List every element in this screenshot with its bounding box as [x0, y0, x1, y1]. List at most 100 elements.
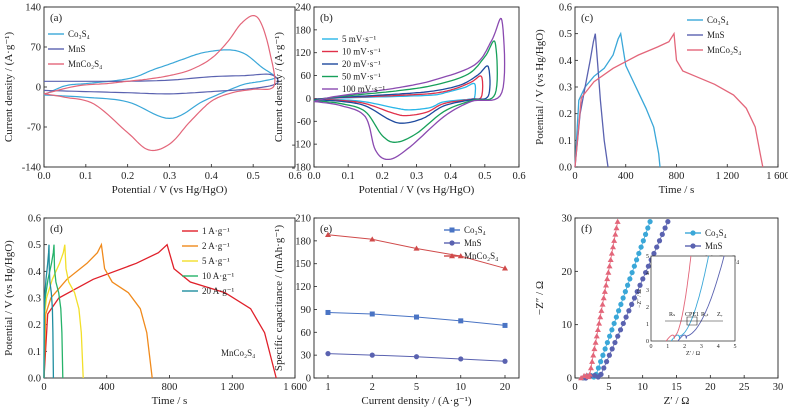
x-tick-label: 800: [669, 171, 685, 182]
legend-entry: Co₃S₄: [705, 228, 727, 238]
data-point: [612, 339, 618, 346]
panel-letter: (f): [581, 223, 592, 235]
inset-x-label: Z′ / Ω: [686, 351, 701, 357]
x-tick-label: 0.4: [205, 171, 219, 182]
data-point: [640, 238, 646, 244]
y-tick-label: -70: [27, 123, 41, 134]
y-axis-label: Potential / V (vs Hg/HgO): [534, 29, 546, 145]
panel-letter: (e): [320, 223, 333, 235]
panel-letter: (d): [50, 223, 63, 235]
y-tick-label: 60: [301, 328, 312, 339]
y-tick-label: -120: [292, 140, 311, 151]
y-tick-label: 0.4: [559, 56, 573, 67]
x-tick-label: 1 600: [766, 171, 788, 182]
panel-f: 0510152025300102030Co₃S₄MnSMnCo₂S₄012345…: [534, 214, 783, 408]
x-tick-label: 5: [414, 382, 419, 393]
x-tick-label: 0: [41, 382, 46, 393]
data-point: [458, 356, 464, 362]
y-tick-label: 0.4: [28, 267, 42, 278]
data-point: [502, 322, 508, 328]
y-tick-label: 0: [306, 374, 311, 385]
data-point: [587, 365, 594, 371]
data-point: [610, 244, 617, 250]
data-point: [620, 320, 626, 327]
data-point: [369, 352, 375, 358]
data-point: [656, 238, 663, 244]
legend-entry: MnCo₂S₄: [464, 251, 498, 261]
x-tick-label: 30: [773, 382, 784, 393]
data-point: [592, 339, 599, 345]
x-axis-label: Time / s: [659, 184, 695, 196]
data-point: [659, 231, 665, 237]
panel-e: 1 2 5 10 20 0 30 60 90 120 150 180 210 Co₃S₄ MnS MnCo₂S…: [273, 214, 520, 407]
data-point: [413, 354, 420, 360]
data-point: [457, 253, 464, 259]
circuit-label: Rₒₜ: [701, 312, 709, 318]
x-tick-label: 0.3: [410, 171, 423, 182]
data-point: [591, 345, 598, 352]
data-point: [615, 333, 621, 339]
y-tick-label: 240: [295, 3, 311, 14]
inset-x-tick-label: 3: [700, 344, 703, 350]
x-tick-label: 0.0: [307, 171, 320, 182]
x-tick-label: 1: [325, 382, 330, 393]
legend-entry: 1 A·g⁻¹: [202, 226, 230, 236]
y-tick-label: 10: [562, 320, 573, 331]
data-point: [586, 371, 593, 377]
legend-marker: [690, 243, 696, 249]
data-point: [605, 269, 612, 275]
circuit-sketch: [665, 316, 723, 326]
series-line: [43, 244, 55, 379]
x-tick-label: 10: [456, 382, 467, 393]
inset-y-tick-label: 3: [646, 288, 649, 294]
data-point: [612, 231, 619, 237]
data-point: [600, 352, 606, 358]
inset-x-tick-label: 0: [650, 344, 653, 350]
legend-entry: Co₃S₄: [707, 15, 729, 25]
legend-marker: [690, 230, 696, 236]
circuit-label: Zᵥ: [717, 312, 723, 318]
x-tick-label: 0: [572, 171, 577, 182]
x-tick-label: 5: [606, 382, 611, 393]
x-tick-label: 1 200: [220, 382, 244, 393]
data-point: [603, 282, 610, 288]
data-point: [502, 265, 508, 271]
x-axis-label: Z′ / Ω: [664, 395, 690, 407]
legend-entry: 20 A·g⁻¹: [202, 286, 235, 296]
panel-a: 0.0 0.1 0.2 0.3 0.4 0.5 0.6 -140 -70 0 70 140 Co₃S₄ M…: [3, 3, 302, 197]
panel-c: 0 400 800 1 200 1 600 0.0 0.1 0.2 0.3 0.4 0.5 0.6 Co…: [534, 3, 788, 197]
legend-entry: Co₃S₄: [464, 225, 486, 235]
inset-frame: [650, 255, 736, 342]
x-tick-label: 1 600: [283, 382, 307, 393]
data-point: [596, 320, 603, 326]
series-line: [313, 17, 506, 161]
legend-entry: 2 A·g⁻¹: [202, 241, 230, 251]
series-line: [43, 15, 276, 152]
y-tick-label: 0.5: [28, 240, 41, 251]
series-line: [574, 33, 609, 168]
series-line: [580, 221, 618, 379]
x-tick-label: 400: [618, 171, 634, 182]
y-tick-label: 20: [562, 267, 573, 278]
data-point: [597, 314, 604, 320]
legend-entry: MnS: [464, 238, 482, 248]
data-point: [631, 295, 638, 301]
series-line: [43, 242, 153, 379]
inset-series-line: [665, 255, 692, 342]
y-tick-label: 0.5: [559, 29, 572, 40]
data-point: [627, 276, 633, 282]
legend-entry: MnS: [68, 44, 86, 54]
data-point: [613, 225, 620, 231]
legend-entry: 100 mV·s⁻¹: [342, 84, 386, 94]
x-tick-label: 0.2: [121, 171, 134, 182]
x-tick-label: 0: [572, 382, 577, 393]
inset-x-tick-label: 1: [666, 344, 669, 350]
legend-entry: 50 mV·s⁻¹: [342, 72, 381, 82]
data-point: [638, 244, 644, 250]
legend-entry: 10 mV·s⁻¹: [342, 47, 381, 57]
data-point: [325, 231, 331, 237]
data-point: [601, 288, 608, 294]
legend-marker: [449, 227, 455, 233]
x-tick-label: 0.2: [376, 171, 389, 182]
